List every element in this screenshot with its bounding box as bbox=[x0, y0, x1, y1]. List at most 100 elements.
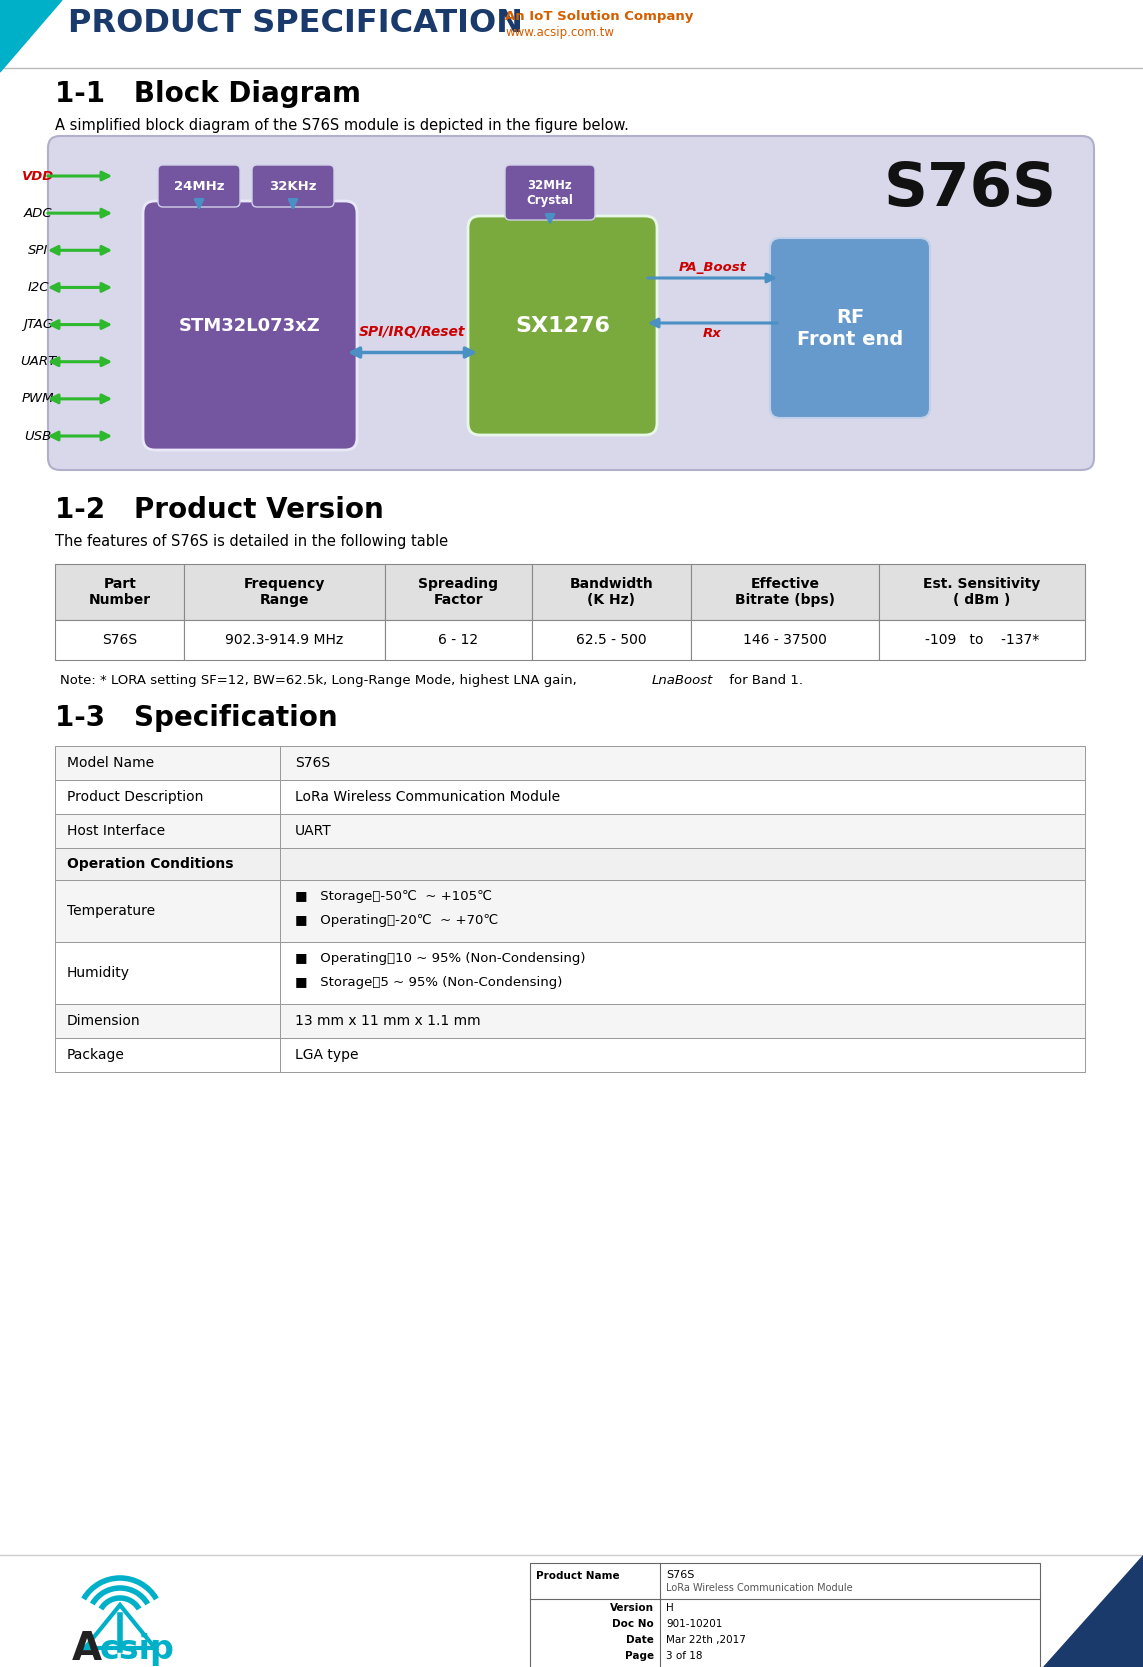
Bar bbox=[184, 620, 384, 660]
Text: An IoT Solution Company: An IoT Solution Company bbox=[505, 10, 694, 23]
Text: PA_Boost: PA_Boost bbox=[679, 262, 746, 273]
FancyBboxPatch shape bbox=[143, 202, 357, 450]
Text: 6 - 12: 6 - 12 bbox=[438, 633, 478, 647]
Text: Rx: Rx bbox=[703, 327, 722, 340]
Bar bbox=[280, 849, 1085, 880]
Text: SX1276: SX1276 bbox=[515, 315, 610, 335]
Text: Spreading
Factor: Spreading Factor bbox=[418, 577, 498, 607]
Text: 3 of 18: 3 of 18 bbox=[666, 1650, 703, 1660]
Text: Effective
Bitrate (bps): Effective Bitrate (bps) bbox=[735, 577, 834, 607]
Text: ■   Storage：-50℃  ~ +105℃: ■ Storage：-50℃ ~ +105℃ bbox=[295, 890, 491, 904]
Text: 24MHz: 24MHz bbox=[174, 180, 224, 192]
Bar bbox=[55, 880, 280, 942]
Text: Frequency
Range: Frequency Range bbox=[243, 577, 326, 607]
Text: 1-2   Product Version: 1-2 Product Version bbox=[55, 497, 384, 523]
Polygon shape bbox=[0, 0, 62, 72]
Text: I2C: I2C bbox=[27, 282, 49, 293]
Text: Dimension: Dimension bbox=[67, 1014, 141, 1029]
Text: RF
Front end: RF Front end bbox=[797, 307, 903, 348]
Bar bbox=[879, 563, 1085, 620]
Bar bbox=[384, 563, 531, 620]
Bar bbox=[530, 1564, 1040, 1667]
Text: A: A bbox=[72, 1630, 102, 1667]
Text: 32KHz: 32KHz bbox=[270, 180, 317, 192]
Text: Model Name: Model Name bbox=[67, 757, 154, 770]
Text: UART: UART bbox=[295, 823, 331, 839]
FancyBboxPatch shape bbox=[48, 137, 1094, 470]
Bar bbox=[55, 747, 280, 780]
Bar bbox=[384, 620, 531, 660]
Text: 13 mm x 11 mm x 1.1 mm: 13 mm x 11 mm x 1.1 mm bbox=[295, 1014, 480, 1029]
Bar bbox=[55, 813, 280, 849]
Text: S76S: S76S bbox=[666, 1570, 695, 1580]
Text: Package: Package bbox=[67, 1049, 125, 1062]
Text: PRODUCT SPECIFICATION: PRODUCT SPECIFICATION bbox=[67, 8, 523, 38]
Text: Version: Version bbox=[610, 1604, 654, 1614]
FancyBboxPatch shape bbox=[467, 217, 657, 435]
FancyBboxPatch shape bbox=[158, 165, 240, 207]
Text: Page: Page bbox=[625, 1650, 654, 1660]
Text: PWM: PWM bbox=[22, 392, 54, 405]
Text: 32MHz
Crystal: 32MHz Crystal bbox=[527, 178, 574, 207]
Text: 146 - 37500: 146 - 37500 bbox=[743, 633, 826, 647]
Text: ■   Operating：-20℃  ~ +70℃: ■ Operating：-20℃ ~ +70℃ bbox=[295, 914, 498, 927]
Text: Humidity: Humidity bbox=[67, 965, 130, 980]
Text: JTAG: JTAG bbox=[23, 318, 53, 332]
Text: SPI: SPI bbox=[27, 243, 48, 257]
Bar bbox=[690, 620, 879, 660]
Text: Bandwidth
(K Hz): Bandwidth (K Hz) bbox=[569, 577, 653, 607]
Text: The features of S76S is detailed in the following table: The features of S76S is detailed in the … bbox=[55, 533, 448, 548]
Bar bbox=[280, 747, 1085, 780]
Text: Note: * LORA setting SF=12, BW=62.5k, Long-Range Mode, highest LNA gain,: Note: * LORA setting SF=12, BW=62.5k, Lo… bbox=[59, 673, 581, 687]
Text: -109   to    -137*: -109 to -137* bbox=[925, 633, 1039, 647]
Bar bbox=[55, 563, 184, 620]
Text: 62.5 - 500: 62.5 - 500 bbox=[576, 633, 647, 647]
Bar bbox=[55, 942, 280, 1004]
Bar bbox=[280, 813, 1085, 849]
Text: 1-1   Block Diagram: 1-1 Block Diagram bbox=[55, 80, 361, 108]
Text: STM32L073xZ: STM32L073xZ bbox=[179, 317, 321, 335]
Text: LnaBoost: LnaBoost bbox=[652, 673, 713, 687]
Bar bbox=[184, 563, 384, 620]
Text: LoRa Wireless Communication Module: LoRa Wireless Communication Module bbox=[666, 1584, 853, 1594]
Text: S76S: S76S bbox=[884, 160, 1057, 218]
Bar bbox=[280, 1039, 1085, 1072]
Bar bbox=[55, 780, 280, 813]
Text: A simplified block diagram of the S76S module is depicted in the figure below.: A simplified block diagram of the S76S m… bbox=[55, 118, 629, 133]
Text: 901-10201: 901-10201 bbox=[666, 1619, 722, 1629]
Text: 1-3   Specification: 1-3 Specification bbox=[55, 703, 337, 732]
Text: ■   Storage：5 ~ 95% (Non-Condensing): ■ Storage：5 ~ 95% (Non-Condensing) bbox=[295, 975, 562, 989]
Text: Operation Conditions: Operation Conditions bbox=[67, 857, 233, 870]
Text: Product Description: Product Description bbox=[67, 790, 203, 803]
Bar bbox=[280, 880, 1085, 942]
Text: LoRa Wireless Communication Module: LoRa Wireless Communication Module bbox=[295, 790, 560, 803]
FancyBboxPatch shape bbox=[770, 238, 930, 418]
Bar bbox=[531, 563, 690, 620]
Bar bbox=[280, 1004, 1085, 1039]
Text: S76S: S76S bbox=[102, 633, 137, 647]
Bar bbox=[879, 620, 1085, 660]
Text: ■   Operating：10 ~ 95% (Non-Condensing): ■ Operating：10 ~ 95% (Non-Condensing) bbox=[295, 952, 585, 965]
Polygon shape bbox=[1044, 1555, 1143, 1667]
FancyBboxPatch shape bbox=[251, 165, 334, 207]
Text: Temperature: Temperature bbox=[67, 904, 155, 919]
Text: LGA type: LGA type bbox=[295, 1049, 359, 1062]
FancyBboxPatch shape bbox=[505, 165, 596, 220]
Text: 902.3-914.9 MHz: 902.3-914.9 MHz bbox=[225, 633, 344, 647]
Bar bbox=[531, 620, 690, 660]
Text: for Band 1.: for Band 1. bbox=[725, 673, 804, 687]
Text: USB: USB bbox=[24, 430, 51, 442]
Bar bbox=[55, 1004, 280, 1039]
Text: H: H bbox=[666, 1604, 673, 1614]
Bar bbox=[690, 563, 879, 620]
Text: S76S: S76S bbox=[295, 757, 330, 770]
Text: VDD: VDD bbox=[22, 170, 54, 182]
Text: Part
Number: Part Number bbox=[89, 577, 151, 607]
Text: UART: UART bbox=[19, 355, 56, 368]
Text: Est. Sensitivity
( dBm ): Est. Sensitivity ( dBm ) bbox=[924, 577, 1040, 607]
Text: ADC: ADC bbox=[24, 207, 53, 220]
Text: Date: Date bbox=[626, 1635, 654, 1645]
Bar bbox=[55, 1039, 280, 1072]
Bar bbox=[55, 849, 280, 880]
Bar bbox=[280, 780, 1085, 813]
